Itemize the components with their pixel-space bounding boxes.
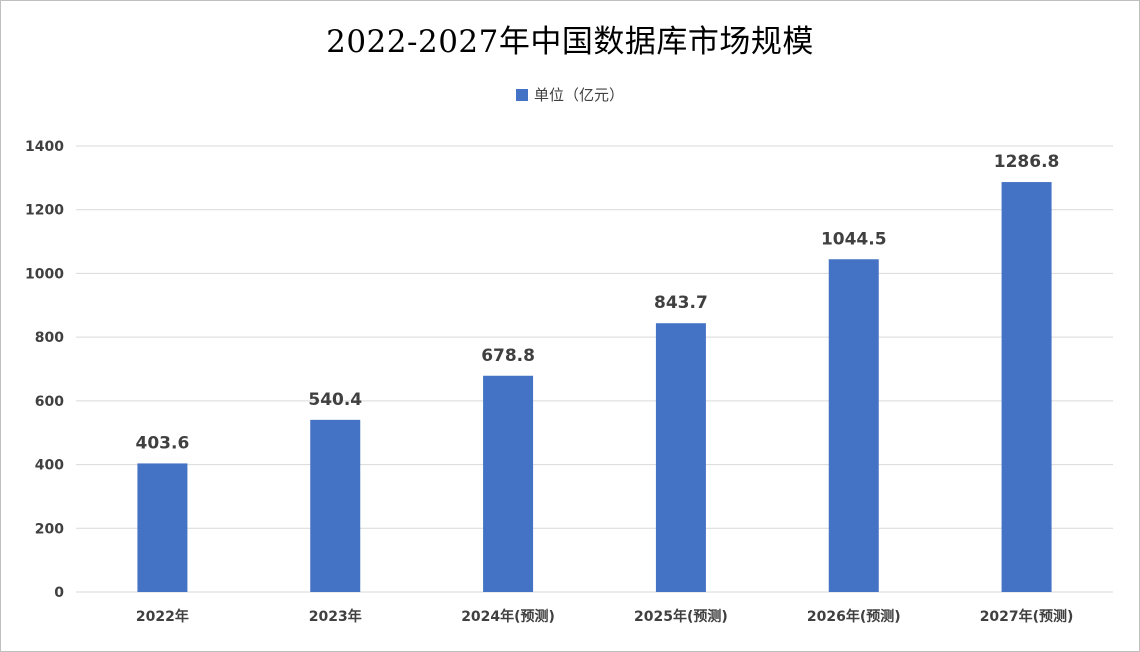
data-label: 403.6: [136, 433, 190, 453]
x-axis-ticks: 2022年 2023年 2024年(预测) 2025年(预测) 2026年(预测) 202…: [136, 608, 1074, 625]
y-tick-label: 400: [35, 458, 64, 474]
y-tick-label: 1000: [25, 266, 64, 282]
data-label: 843.7: [654, 293, 708, 313]
x-tick-label: 2025年(预测): [634, 608, 728, 625]
data-label: 1286.8: [994, 152, 1060, 172]
bar: [137, 463, 188, 592]
chart-title: 2022-2027年中国数据库市场规模: [326, 24, 814, 60]
x-tick-label: 2026年(预测): [807, 608, 901, 625]
y-tick-label: 800: [35, 330, 64, 346]
bar: [655, 323, 706, 592]
y-tick-label: 1400: [25, 139, 64, 155]
bar: [483, 375, 534, 592]
x-tick-label: 2027年(预测): [980, 608, 1074, 625]
x-tick-label: 2024年(预测): [461, 608, 555, 625]
bar: [310, 419, 361, 592]
bars: [137, 182, 1052, 592]
chart-legend: 单位（亿元）: [0, 84, 1140, 105]
y-axis-ticks: 0 200 400 600 800 1000 1200 1400: [25, 139, 64, 601]
data-label: 1044.5: [821, 229, 887, 249]
y-tick-label: 1200: [25, 203, 64, 219]
data-label: 678.8: [481, 346, 535, 366]
y-tick-label: 0: [54, 585, 64, 601]
data-labels: 403.6 540.4 678.8 843.7 1044.5 1286.8: [136, 152, 1060, 453]
x-tick-label: 2023年: [309, 608, 362, 625]
legend-label: 单位（亿元）: [533, 86, 624, 104]
legend-swatch: [515, 88, 528, 101]
x-tick-label: 2022年: [136, 608, 189, 625]
y-tick-label: 200: [35, 521, 64, 537]
bar: [1001, 182, 1052, 592]
data-label: 540.4: [308, 390, 362, 410]
bar: [828, 259, 879, 592]
y-tick-label: 600: [35, 394, 64, 410]
gridlines: [76, 145, 1113, 593]
